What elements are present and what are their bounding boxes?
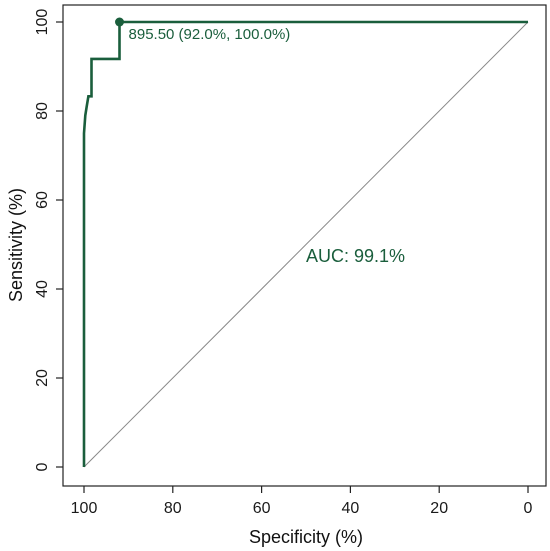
x-tick-label: 80 (164, 500, 182, 517)
y-axis-title: Sensitivity (%) (6, 188, 26, 302)
x-axis-title: Specificity (%) (249, 527, 363, 547)
x-tick-label: 60 (253, 500, 271, 517)
x-tick-label: 20 (430, 500, 448, 517)
y-tick-label: 80 (34, 102, 51, 120)
y-tick-label: 100 (34, 9, 51, 36)
auc-label: AUC: 99.1% (306, 246, 405, 266)
y-tick-label: 60 (34, 191, 51, 209)
plot-frame (62, 4, 547, 487)
y-tick-label: 0 (34, 462, 51, 471)
roc-curve-line (82, 20, 528, 467)
x-tick-label: 100 (71, 500, 98, 517)
y-tick-label: 40 (34, 280, 51, 298)
y-tick-label: 20 (34, 369, 51, 387)
threshold-point (115, 17, 125, 27)
threshold-label: 895.50 (92.0%, 100.0%) (129, 26, 291, 43)
x-tick-label: 0 (524, 500, 533, 517)
reference-diagonal-line (83, 21, 529, 468)
x-tick-label: 40 (342, 500, 360, 517)
